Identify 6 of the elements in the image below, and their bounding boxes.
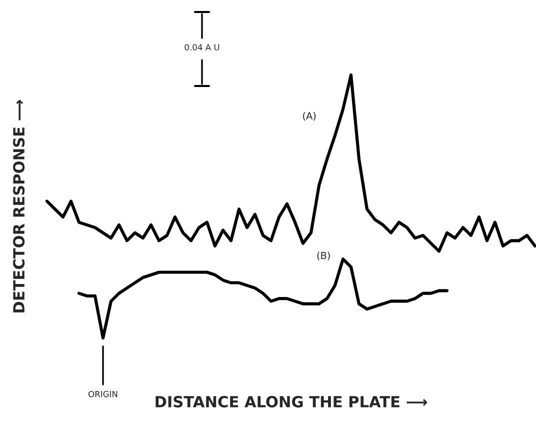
text: (A) (303, 112, 316, 121)
text: ORIGIN (88, 390, 118, 398)
series-label: (B) (317, 252, 330, 260)
x-axis-title: DISTANCE ALONG THE PLATE ⟶ (156, 396, 427, 408)
text: 0.04 A U (184, 44, 220, 50)
y-axis-title: DETECTOR RESPONSE ⟶ (13, 100, 25, 312)
